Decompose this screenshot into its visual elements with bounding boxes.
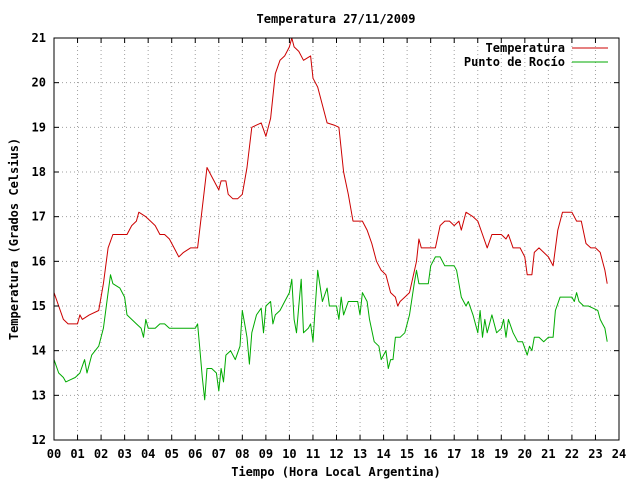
x-tick-label: 06 (188, 447, 202, 461)
legend-label-punto-de-rocio: Punto de Rocío (464, 55, 565, 69)
y-tick-label: 16 (32, 254, 46, 268)
y-tick-label: 15 (32, 299, 46, 313)
x-tick-label: 01 (70, 447, 84, 461)
series-line-temperatura (53, 37, 608, 325)
y-tick-label: 18 (32, 165, 46, 179)
x-tick-label: 23 (588, 447, 602, 461)
chart-title: Temperatura 27/11/2009 (257, 12, 416, 26)
x-tick-label: 04 (141, 447, 155, 461)
y-tick-label: 20 (32, 76, 46, 90)
x-tick-label: 15 (400, 447, 414, 461)
x-tick-label: 11 (306, 447, 320, 461)
y-tick-label: 19 (32, 120, 46, 134)
x-tick-label: 16 (423, 447, 437, 461)
x-tick-label: 13 (353, 447, 367, 461)
y-tick-label: 17 (32, 210, 46, 224)
x-tick-label: 17 (447, 447, 461, 461)
y-tick-label: 12 (32, 433, 46, 447)
x-tick-label: 12 (329, 447, 343, 461)
x-tick-label: 18 (471, 447, 485, 461)
legend-label-temperatura: Temperatura (486, 41, 565, 55)
x-tick-label: 08 (235, 447, 249, 461)
x-tick-label: 07 (212, 447, 226, 461)
x-axis-label: Tiempo (Hora Local Argentina) (231, 465, 441, 479)
y-tick-labels: 12 13 14 15 16 17 18 19 20 21 (32, 31, 46, 447)
axis-ticks (53, 37, 620, 441)
x-tick-labels: 00 01 02 03 04 05 06 07 08 09 10 11 12 13 14 15 16 17 18 19… (47, 447, 626, 461)
x-tick-label: 09 (259, 447, 273, 461)
x-tick-label: 10 (282, 447, 296, 461)
y-tick-label: 14 (32, 344, 46, 358)
y-tick-label: 21 (32, 31, 46, 45)
legend: Temperatura Punto de Rocío (464, 41, 608, 69)
x-tick-label: 14 (376, 447, 390, 461)
y-axis-label: Temperatura (Grados Celsius) (7, 138, 21, 340)
x-tick-label: 24 (612, 447, 626, 461)
x-tick-label: 00 (47, 447, 61, 461)
x-tick-label: 21 (541, 447, 555, 461)
y-tick-label: 13 (32, 388, 46, 402)
grid-lines (54, 38, 619, 440)
series-line-punto-de-rocio (53, 256, 608, 401)
x-tick-label: 03 (117, 447, 131, 461)
x-tick-label: 22 (565, 447, 579, 461)
x-tick-label: 05 (164, 447, 178, 461)
x-tick-label: 19 (494, 447, 508, 461)
series-layer (53, 37, 608, 401)
x-tick-label: 02 (94, 447, 108, 461)
x-tick-label: 20 (518, 447, 532, 461)
